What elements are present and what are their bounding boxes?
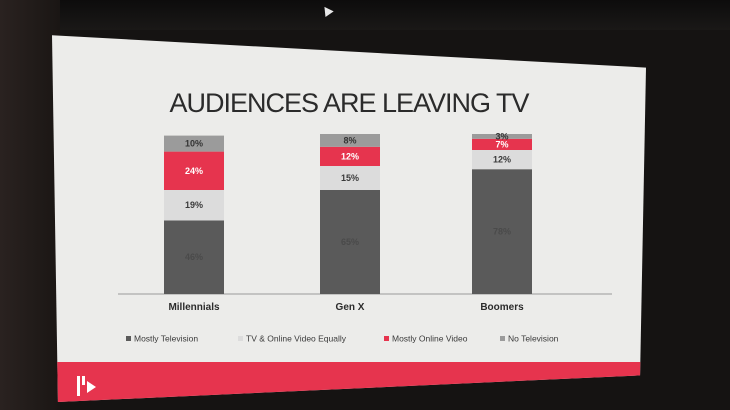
slide-title: AUDIENCES ARE LEAVING TV <box>169 88 529 118</box>
bar-segment <box>472 150 532 170</box>
room-background-left <box>0 0 60 410</box>
legend-label: TV & Online Video Equally <box>246 334 347 344</box>
bar-data-label: 7% <box>495 139 508 149</box>
bar-segment <box>164 220 224 294</box>
bar-data-label: 24% <box>185 166 203 176</box>
bar-data-label: 15% <box>341 173 359 183</box>
bar-segment <box>320 134 380 147</box>
legend-swatch <box>126 336 131 341</box>
bar-segment <box>472 169 532 294</box>
bar-data-label: 65% <box>341 237 359 247</box>
bar-segment <box>472 138 532 150</box>
stacked-bar-chart: 46% 19% 24% 10% Millennials 65% 15% 12% 8% Gen X 7… <box>118 131 612 344</box>
bar-segment <box>164 190 224 221</box>
bar-data-label: 8% <box>343 135 356 145</box>
legend-label: Mostly Television <box>134 334 198 344</box>
category-label: Millennials <box>168 302 220 313</box>
category-label: Boomers <box>480 302 524 313</box>
presentation-slide: AUDIENCES ARE LEAVING TV 46% 19% 24% 10% Mil… <box>52 35 646 402</box>
bar-data-label: 78% <box>493 227 511 237</box>
legend-label: No Television <box>508 334 559 344</box>
play-arrow-logo-icon <box>77 376 96 396</box>
bar-data-label: 12% <box>493 155 511 165</box>
bar-segment <box>320 190 380 294</box>
bar-data-label: 12% <box>341 151 359 161</box>
room-background-top <box>0 0 730 30</box>
legend-swatch <box>384 336 389 341</box>
bar-data-label: 19% <box>185 200 203 210</box>
bar-segment <box>472 134 532 139</box>
bar-data-label: 46% <box>185 252 203 262</box>
category-label: Gen X <box>336 302 365 313</box>
legend-swatch <box>238 336 243 341</box>
page-number: 4 <box>606 390 610 397</box>
bar-segment <box>320 166 380 190</box>
bar-data-label: 3% <box>495 131 508 141</box>
legend-label: Mostly Online Video <box>392 334 468 344</box>
legend-swatch <box>500 336 505 341</box>
footer-bar <box>52 362 646 402</box>
bar-segment <box>164 135 224 152</box>
bar-segment <box>320 146 380 166</box>
bar-data-label: 10% <box>185 139 203 149</box>
bar-segment <box>164 151 224 190</box>
